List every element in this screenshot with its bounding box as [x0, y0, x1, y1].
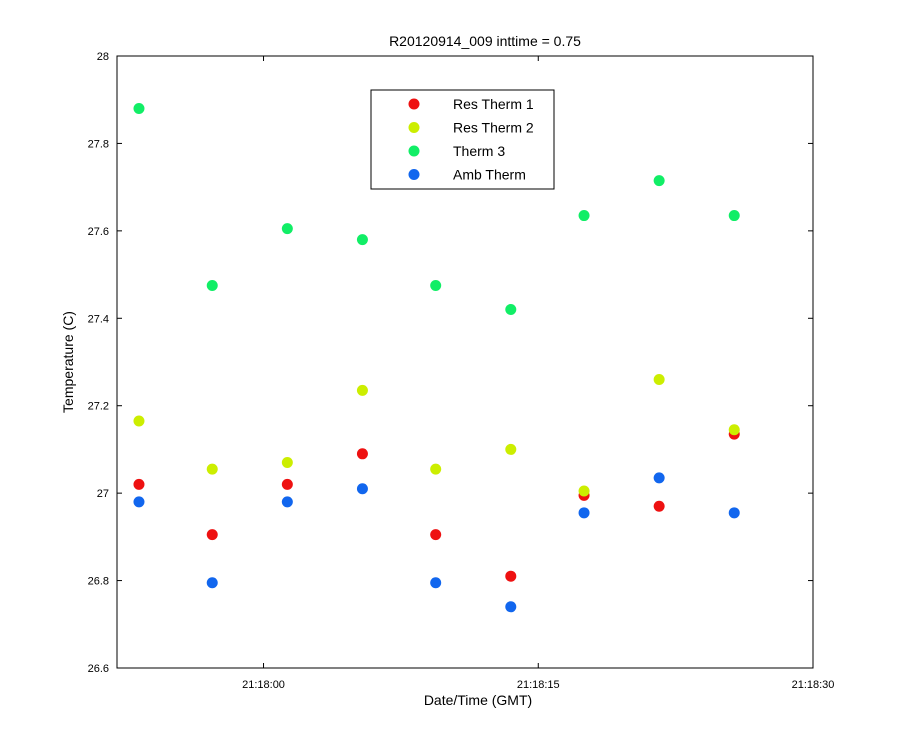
- y-tick-label: 27.6: [88, 226, 109, 238]
- point-therm-3: [505, 304, 517, 316]
- x-tick-label: 21:18:30: [792, 679, 835, 691]
- legend-entries: Res Therm 1 Res Therm 2 Therm 3 Amb Therm: [408, 96, 534, 183]
- point-res-therm-1: [356, 448, 368, 460]
- point-res-therm-2: [206, 463, 218, 475]
- legend-label: Therm 3: [453, 143, 505, 159]
- legend-label: Res Therm 1: [453, 96, 534, 112]
- point-therm-3: [356, 234, 368, 246]
- point-res-therm-2: [430, 463, 442, 475]
- point-amb-therm: [505, 601, 517, 613]
- y-tick-label: 27: [97, 488, 109, 500]
- point-amb-therm: [653, 472, 665, 484]
- point-res-therm-2: [505, 443, 517, 455]
- point-amb-therm: [356, 483, 368, 495]
- point-amb-therm: [578, 507, 590, 519]
- point-therm-3: [206, 280, 218, 291]
- point-res-therm-2: [653, 373, 665, 385]
- y-tick-label: 27.2: [88, 401, 109, 413]
- x-tick-label: 21:18:00: [242, 679, 285, 691]
- point-therm-3: [430, 280, 442, 291]
- legend-marker: [408, 98, 420, 110]
- point-res-therm-2: [728, 424, 740, 436]
- legend-marker: [408, 169, 420, 180]
- point-res-therm-1: [505, 570, 517, 582]
- point-therm-3: [578, 210, 590, 222]
- y-tick-label: 27.4: [88, 313, 109, 325]
- legend-marker: [408, 122, 420, 133]
- y-tick-label: 26.8: [88, 576, 109, 588]
- point-amb-therm: [206, 577, 218, 589]
- y-axis-title: Temperature (C): [60, 311, 76, 413]
- legend-box: [370, 89, 555, 190]
- axis-ticks: 26.6 26.8 27 27.2 27.4 27.6 27.8 28 21:18:00 21:1…: [88, 51, 835, 691]
- point-amb-therm: [430, 577, 442, 589]
- point-amb-therm: [728, 507, 740, 519]
- point-therm-3: [728, 210, 740, 222]
- point-res-therm-2: [133, 415, 145, 427]
- y-tick-label: 28: [97, 51, 109, 63]
- point-therm-3: [133, 102, 145, 114]
- point-therm-3: [653, 175, 665, 187]
- point-therm-3: [281, 223, 293, 235]
- point-res-therm-1: [133, 478, 145, 490]
- point-amb-therm: [281, 496, 293, 508]
- point-res-therm-2: [281, 457, 293, 469]
- legend: Res Therm 1 Res Therm 2 Therm 3 Amb Therm: [370, 89, 555, 190]
- y-tick-label: 26.6: [88, 663, 109, 675]
- data-points: [133, 102, 740, 613]
- point-res-therm-1: [430, 529, 442, 541]
- point-res-therm-1: [206, 529, 218, 541]
- point-res-therm-1: [281, 478, 293, 490]
- legend-marker: [408, 145, 420, 157]
- x-axis-title: Date/Time (GMT): [424, 692, 532, 708]
- x-tick-label: 21:18:15: [517, 679, 560, 691]
- point-res-therm-1: [653, 500, 665, 512]
- point-res-therm-2: [578, 485, 590, 497]
- legend-label: Res Therm 2: [453, 120, 534, 136]
- chart-title: R20120914_009 inttime = 0.75: [389, 33, 581, 49]
- point-amb-therm: [133, 496, 145, 508]
- y-tick-label: 27.8: [88, 138, 109, 150]
- legend-label: Amb Therm: [453, 167, 526, 183]
- point-res-therm-2: [356, 384, 368, 396]
